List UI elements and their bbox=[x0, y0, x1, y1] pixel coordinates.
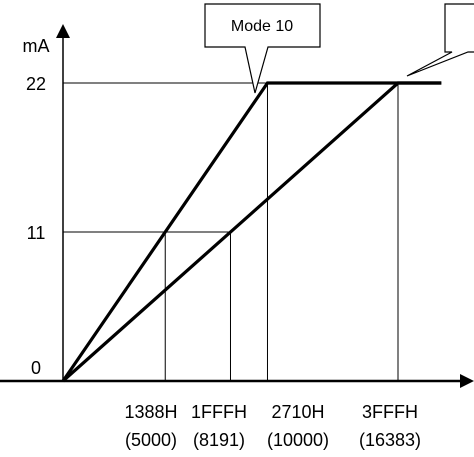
y-axis-label: mA bbox=[23, 36, 50, 56]
callout-text-0: Mode 10 bbox=[231, 18, 293, 35]
x-axis-arrowhead bbox=[460, 374, 474, 388]
x-tick-sublabel-2: (10000) bbox=[267, 430, 329, 450]
callout-box-0 bbox=[204, 3, 321, 94]
x-tick-label-0: 1388H bbox=[124, 402, 177, 422]
x-tick-sublabel-3: (16383) bbox=[359, 430, 421, 450]
x-tick-sublabel-1: (8191) bbox=[193, 430, 245, 450]
y-tick-label-0: 0 bbox=[31, 358, 41, 378]
series-line-0 bbox=[61, 81, 442, 382]
callouts: Mode 10 bbox=[204, 3, 474, 94]
y-axis-arrowhead bbox=[56, 24, 70, 38]
callout-box-1 bbox=[406, 3, 474, 77]
axes bbox=[0, 24, 474, 388]
tick-labels: mA 0 11 22 1388H (5000) 1FFFH (8191) 2710H (10000… bbox=[23, 36, 422, 450]
x-tick-label-3: 3FFFH bbox=[362, 402, 418, 422]
x-tick-label-2: 2710H bbox=[271, 402, 324, 422]
y-tick-label-1: 11 bbox=[27, 223, 46, 243]
x-tick-sublabel-0: (5000) bbox=[125, 430, 177, 450]
series-line-1 bbox=[61, 81, 442, 383]
series-lines bbox=[61, 81, 442, 383]
x-tick-label-1: 1FFFH bbox=[191, 402, 247, 422]
y-tick-label-2: 22 bbox=[26, 74, 46, 94]
